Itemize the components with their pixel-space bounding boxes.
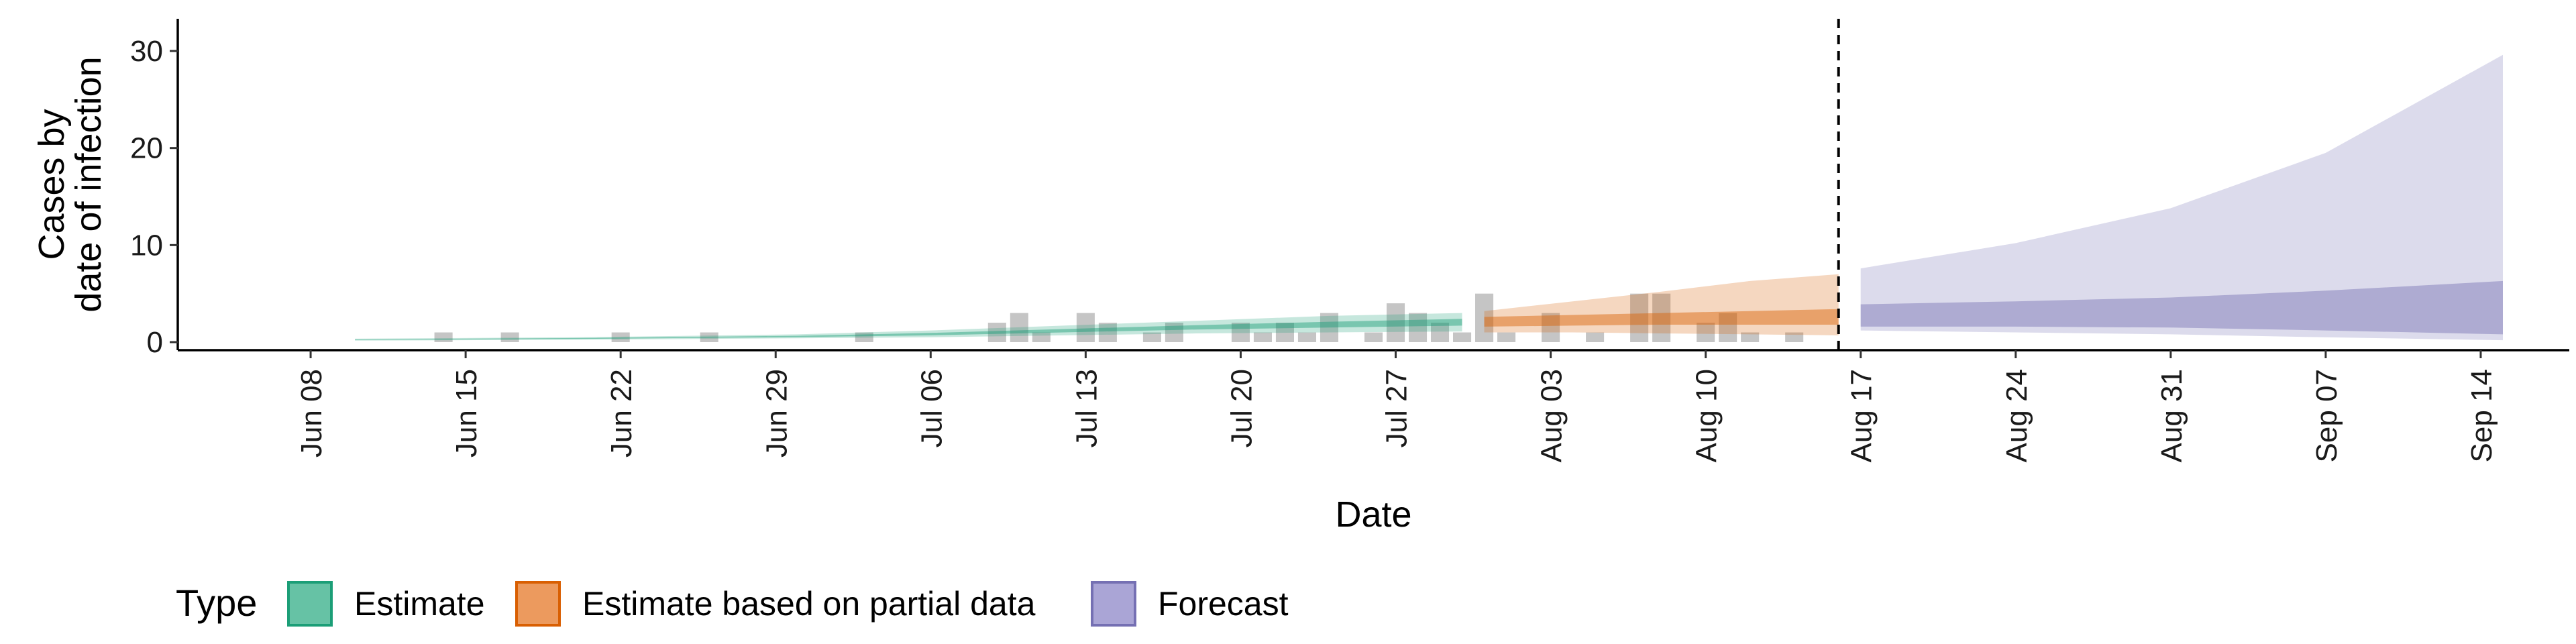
bar-layer [434,293,1804,342]
bar-6 [1010,313,1028,342]
y-tick-label-2: 20 [130,132,163,165]
legend: Type Estimate Estimate based on partial da… [176,581,1289,627]
bar-21 [1453,332,1472,342]
y-tick-label-3: 30 [130,35,163,68]
bar-18 [1386,303,1405,342]
band-inner-2 [1860,280,2503,335]
band-outer-1 [1484,274,1839,335]
bar-28 [1697,323,1715,342]
bar-15 [1297,332,1317,342]
bar-23 [1497,332,1516,342]
bar-27 [1652,293,1671,342]
x-tick-label-5: Jul 13 [1070,369,1103,447]
x-tick-label-10: Aug 17 [1845,369,1878,462]
legend-label-0: Estimate [354,585,485,623]
bar-29 [1719,313,1737,342]
bar-31 [1785,332,1804,342]
bar-0 [434,332,453,342]
bar-19 [1408,313,1428,342]
x-tick-label-8: Aug 03 [1536,369,1568,462]
band-layer [355,54,2503,341]
x-tick-label-9: Aug 10 [1690,369,1723,462]
x-axis-title: Date [1335,494,1411,535]
bar-20 [1430,323,1450,342]
bar-16 [1320,313,1339,342]
bar-22 [1475,293,1494,342]
bar-4 [855,332,873,342]
band-outer-0 [355,313,1462,341]
bar-17 [1364,332,1383,342]
bar-1 [500,332,519,342]
x-tick-label-1: Jun 15 [450,369,483,458]
y-tick-label-1: 10 [130,229,163,262]
x-tick-label-14: Sep 14 [2465,369,2498,462]
bar-26 [1630,293,1649,342]
axes-layer: 0 10 20 30 Jun 08 Jun 15 Jun 22 Jun 29 Jul 06 Jul… [32,19,2569,535]
legend-label-2: Forecast [1158,585,1289,623]
bar-30 [1741,332,1760,342]
x-tick-label-6: Jul 20 [1225,369,1258,447]
bar-8 [1076,313,1095,342]
y-tick-label-0: 0 [147,326,163,359]
bar-24 [1542,313,1560,342]
bar-2 [611,332,630,342]
y-axis-title-line-2: date of infection [68,56,109,312]
bar-9 [1098,323,1117,342]
legend-swatch-1 [515,581,561,627]
bar-10 [1142,332,1161,342]
legend-swatch-2 [1091,581,1136,627]
x-tick-label-4: Jul 06 [915,369,948,447]
band-inner-1 [1484,309,1839,327]
legend-label-1: Estimate based on partial data [582,585,1036,623]
bar-7 [1032,332,1051,342]
bar-5 [987,323,1006,342]
x-tick-label-3: Jun 29 [760,369,793,458]
x-tick-label-11: Aug 24 [2000,369,2033,462]
bar-11 [1165,323,1183,342]
legend-title: Type [176,582,257,624]
x-tick-label-2: Jun 22 [605,369,638,458]
x-tick-label-0: Jun 08 [295,369,328,458]
bar-13 [1253,332,1272,342]
bar-14 [1275,323,1294,342]
legend-swatch-0 [287,581,333,627]
bar-3 [700,332,718,342]
bar-25 [1586,332,1605,342]
x-tick-label-7: Jul 27 [1381,369,1413,447]
x-tick-label-13: Sep 07 [2310,369,2343,462]
band-outer-2 [1860,54,2503,341]
x-tick-label-12: Aug 31 [2155,369,2188,462]
bar-12 [1231,323,1250,342]
y-axis-title-line-1: Cases by [32,109,72,260]
